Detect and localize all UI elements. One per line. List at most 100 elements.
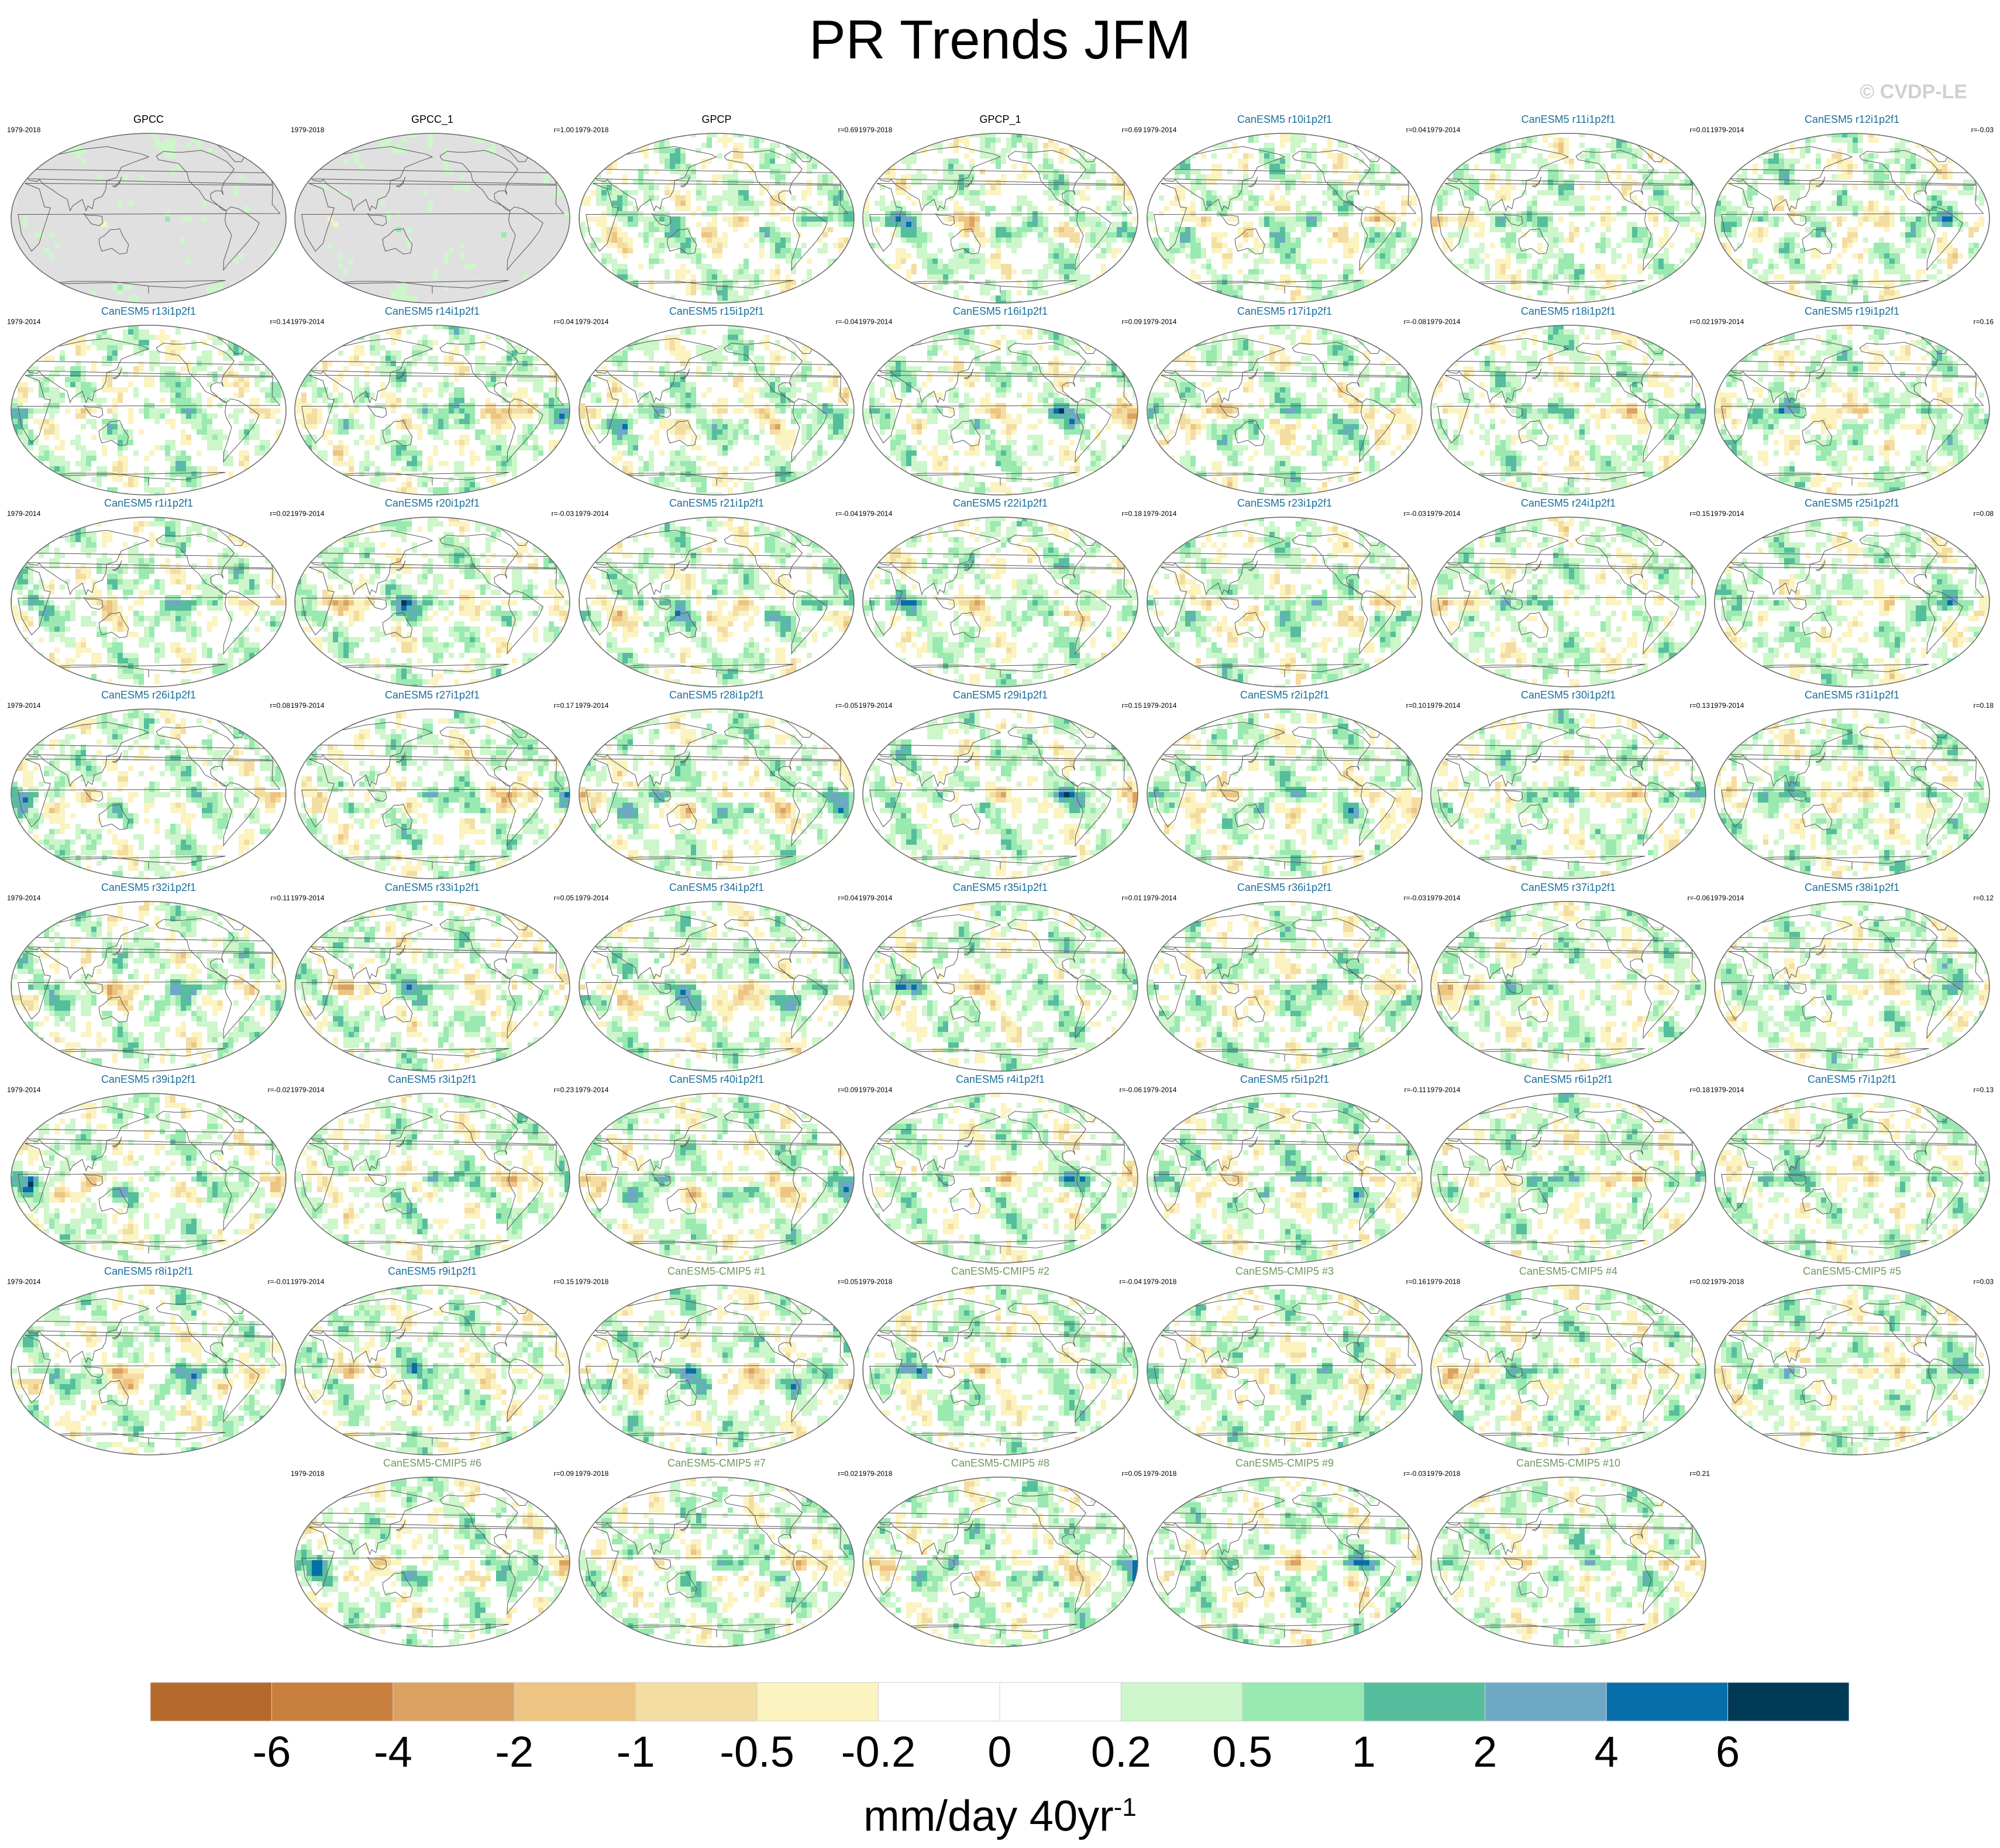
panel-title: CanESM5 r10i1p2f1 [1143, 112, 1426, 126]
panel-title: CanESM5 r19i1p2f1 [1710, 304, 1994, 318]
map-field [1430, 1093, 1706, 1264]
map-field [1147, 325, 1423, 495]
panel-period: 1979-2014 [1143, 125, 1176, 135]
map-panel: CanESM5 r22i1p2f1 1979-2014 r=0.18 [859, 496, 1142, 687]
panel-pattern-correlation: r=-0.03 [1404, 1469, 1426, 1478]
panel-period: 1979-2014 [291, 701, 324, 710]
map-field [294, 1477, 570, 1647]
map-field [294, 325, 570, 495]
map-panel: CanESM5 r4i1p2f1 1979-2014 r=-0.06 [859, 1072, 1142, 1264]
panel-title: CanESM5-CMIP5 #2 [859, 1264, 1142, 1278]
map-field [1714, 325, 1990, 495]
panel-period: 1979-2014 [1427, 125, 1460, 135]
panel-title: CanESM5-CMIP5 #8 [859, 1456, 1142, 1470]
panel-pattern-correlation: r=0.08 [270, 701, 290, 710]
panel-title: CanESM5 r17i1p2f1 [1143, 304, 1426, 318]
map-panel: CanESM5 r31i1p2f1 1979-2014 r=0.18 [1710, 688, 1994, 879]
panel-pattern-correlation: r=0.18 [1974, 701, 1994, 710]
map-panel: CanESM5 r33i1p2f1 1979-2014 r=0.05 [291, 880, 574, 1072]
panel-title: CanESM5 r14i1p2f1 [291, 304, 574, 318]
colorbar-swatch [1363, 1682, 1486, 1722]
panel-title: CanESM5 r29i1p2f1 [859, 688, 1142, 702]
colorbar-tick: 0 [987, 1726, 1011, 1778]
panel-period: 1979-2014 [1427, 1085, 1460, 1095]
panel-pattern-correlation: r=0.11 [271, 893, 290, 903]
panel-title: CanESM5 r26i1p2f1 [7, 688, 290, 702]
panel-pattern-correlation: r=0.21 [1690, 1469, 1710, 1478]
panel-pattern-correlation: r=-0.11 [1405, 1085, 1426, 1095]
map-field [1714, 517, 1990, 687]
colorbar-swatch [999, 1682, 1121, 1722]
map-panel: CanESM5 r18i1p2f1 1979-2014 r=0.02 [1427, 304, 1710, 495]
panel-period: 1979-2014 [7, 509, 40, 518]
map-panel: CanESM5 r40i1p2f1 1979-2014 r=0.09 [575, 1072, 858, 1264]
panel-title: CanESM5 r37i1p2f1 [1427, 880, 1710, 894]
panel-pattern-correlation: r=0.01 [1122, 893, 1142, 903]
panel-pattern-correlation: r=-0.01 [268, 1277, 290, 1286]
units-label: mm/day 40yr [863, 1792, 1114, 1840]
map-field [1430, 1477, 1706, 1647]
map-panel: GPCC 1979-2018 [7, 112, 290, 304]
panel-period: 1979-2014 [1143, 701, 1176, 710]
panel-title: CanESM5 r22i1p2f1 [859, 496, 1142, 510]
panel-pattern-correlation: r=-0.03 [552, 509, 574, 518]
panel-title: GPCC [7, 112, 290, 126]
colorbar-tick: -1 [617, 1726, 655, 1778]
panel-period: 1979-2018 [291, 125, 324, 135]
map-field [862, 517, 1138, 687]
panel-title: CanESM5 r27i1p2f1 [291, 688, 574, 702]
map-panel: CanESM5 r30i1p2f1 1979-2014 r=0.13 [1427, 688, 1710, 879]
panel-period: 1979-2018 [1710, 1277, 1744, 1286]
map-field [1714, 133, 1990, 304]
panel-title: CanESM5-CMIP5 #9 [1143, 1456, 1426, 1470]
map-panel: CanESM5-CMIP5 #8 1979-2018 r=0.05 [859, 1456, 1142, 1647]
panel-period: 1979-2014 [1427, 701, 1460, 710]
panel-pattern-correlation: r=0.05 [1122, 1469, 1142, 1478]
panel-period: 1979-2018 [859, 1469, 892, 1478]
panel-pattern-correlation: r=0.17 [554, 701, 574, 710]
panel-period: 1979-2018 [1427, 1469, 1460, 1478]
colorbar-units: mm/day 40yr-1 [0, 1778, 2000, 1846]
panel-pattern-correlation: r=0.12 [1974, 893, 1994, 903]
map-field [579, 1477, 855, 1647]
panel-period: 1979-2018 [575, 125, 608, 135]
panel-period: 1979-2014 [7, 701, 40, 710]
map-field [1147, 901, 1423, 1072]
panel-pattern-correlation: r=0.09 [838, 1085, 858, 1095]
map-field [1147, 133, 1423, 304]
map-panel: CanESM5 r21i1p2f1 1979-2014 r=-0.04 [575, 496, 858, 687]
panel-pattern-correlation: r=0.13 [1974, 1085, 1994, 1095]
map-field [11, 901, 287, 1072]
panel-period: 1979-2014 [575, 1085, 608, 1095]
panel-title: CanESM5 r30i1p2f1 [1427, 688, 1710, 702]
map-field [579, 1093, 855, 1264]
map-field [11, 325, 287, 495]
panel-title: CanESM5 r13i1p2f1 [7, 304, 290, 318]
panel-pattern-correlation: r=0.04 [554, 317, 574, 326]
map-field [1430, 133, 1706, 304]
colorbar-swatch [1606, 1682, 1729, 1722]
map-field [1147, 1093, 1423, 1264]
panel-period: 1979-2014 [859, 1085, 892, 1095]
colorbar-swatch [1727, 1682, 1849, 1722]
map-field [1430, 517, 1706, 687]
map-panel: CanESM5-CMIP5 #9 1979-2018 r=-0.03 [1143, 1456, 1426, 1647]
panel-period: 1979-2014 [291, 1277, 324, 1286]
map-panel: CanESM5 r16i1p2f1 1979-2014 r=0.09 [859, 304, 1142, 495]
panel-title: CanESM5 r16i1p2f1 [859, 304, 1142, 318]
map-panel: CanESM5 r24i1p2f1 1979-2014 r=0.15 [1427, 496, 1710, 687]
panel-title: CanESM5 r11i1p2f1 [1427, 112, 1710, 126]
panel-period: 1979-2018 [859, 1277, 892, 1286]
panel-period: 1979-2014 [859, 509, 892, 518]
map-field [579, 133, 855, 304]
panel-period: 1979-2014 [859, 893, 892, 903]
panel-title: CanESM5-CMIP5 #1 [575, 1264, 858, 1278]
map-panel: CanESM5 r5i1p2f1 1979-2014 r=-0.11 [1143, 1072, 1426, 1264]
colorbar-swatch [271, 1682, 394, 1722]
panel-pattern-correlation: r=-0.06 [1120, 1085, 1142, 1095]
panel-period: 1979-2018 [291, 1469, 324, 1478]
map-panel: CanESM5 r1i1p2f1 1979-2014 r=0.02 [7, 496, 290, 687]
map-field [1714, 1093, 1990, 1264]
map-field [294, 133, 570, 304]
panel-period: 1979-2014 [1710, 701, 1744, 710]
